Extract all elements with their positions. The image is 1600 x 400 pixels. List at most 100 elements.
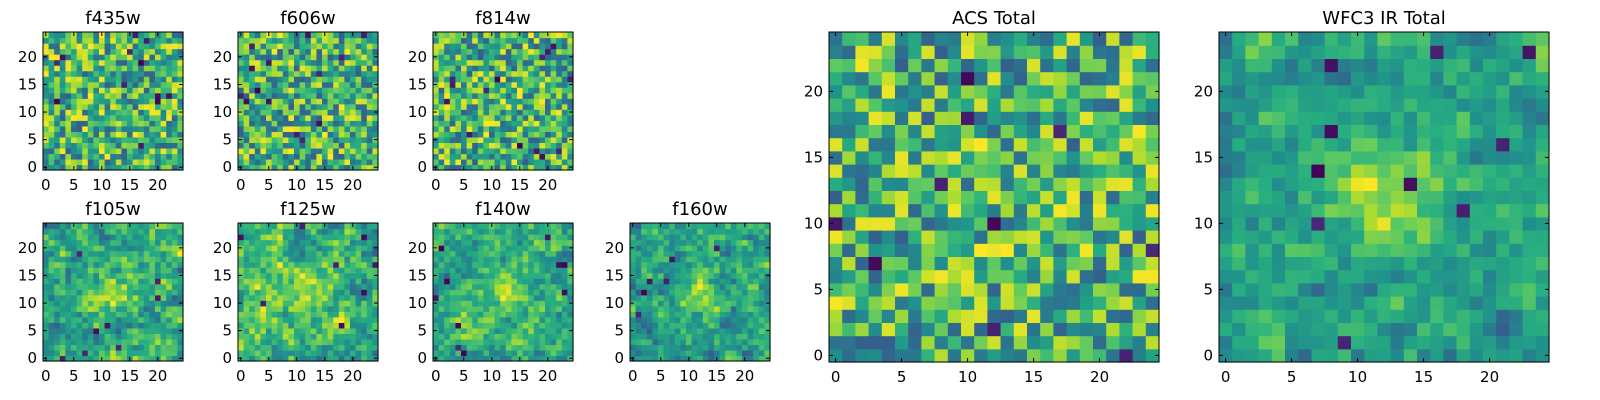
heatmap-cell xyxy=(472,322,479,329)
heatmap-cell xyxy=(505,250,512,257)
heatmap-cell xyxy=(350,65,357,72)
heatmap-cell xyxy=(110,136,117,143)
heatmap-cell xyxy=(477,164,484,171)
heatmap-cell xyxy=(449,48,456,55)
heatmap-cell xyxy=(686,283,693,290)
heatmap-cell xyxy=(243,228,250,235)
heatmap-cell xyxy=(260,333,267,340)
heatmap-cell xyxy=(1040,256,1054,271)
heatmap-cell xyxy=(294,54,301,61)
heatmap-cell xyxy=(59,272,66,279)
heatmap-cell xyxy=(646,305,653,312)
heatmap-cell xyxy=(82,142,89,149)
heatmap-cell xyxy=(561,147,568,155)
heatmap-cell xyxy=(305,59,312,66)
heatmap-cell xyxy=(260,142,267,149)
heatmap-cell xyxy=(121,125,128,132)
heatmap-cell xyxy=(764,322,771,329)
heatmap-cell xyxy=(449,153,456,160)
heatmap-cell xyxy=(361,322,368,329)
heatmap-cell xyxy=(327,164,334,171)
heatmap-cell xyxy=(277,261,284,268)
heatmap-cell xyxy=(511,114,518,121)
heatmap-cell xyxy=(99,289,106,296)
heatmap-cell xyxy=(517,120,524,127)
heatmap-cell xyxy=(714,289,721,296)
heatmap-f814w xyxy=(433,32,574,171)
heatmap-cell xyxy=(528,272,535,279)
heatmap-cell xyxy=(316,37,323,44)
heatmap-cell xyxy=(243,267,250,274)
heatmap-cell xyxy=(143,300,150,307)
heatmap-cell xyxy=(361,125,368,132)
heatmap-cell xyxy=(556,131,563,138)
heatmap-cell xyxy=(829,256,843,271)
heatmap-cell xyxy=(494,92,501,99)
heatmap-cell xyxy=(545,344,552,351)
heatmap-cell xyxy=(87,322,94,329)
heatmap-cell xyxy=(528,114,535,121)
heatmap-cell xyxy=(545,76,552,83)
heatmap-cell xyxy=(294,103,301,110)
heatmap-cell xyxy=(719,261,726,268)
heatmap-cell xyxy=(266,65,273,72)
heatmap-cell xyxy=(266,98,273,105)
heatmap-cell xyxy=(355,153,362,160)
heatmap-cell xyxy=(1106,230,1120,244)
heatmap-cell xyxy=(674,322,681,329)
heatmap-cell xyxy=(714,344,721,351)
heatmap-cell xyxy=(238,48,245,55)
heatmap-cell xyxy=(294,322,301,329)
heatmap-cell xyxy=(1119,296,1134,310)
heatmap-cell xyxy=(65,223,72,230)
heatmap-cell xyxy=(121,32,128,39)
heatmap-cell xyxy=(277,344,284,351)
y-tick-label: 20 xyxy=(213,239,232,257)
heatmap-cell xyxy=(533,239,540,246)
heatmap-cell xyxy=(987,164,1002,178)
heatmap-cell xyxy=(1013,216,1028,231)
heatmap-cell xyxy=(99,344,106,351)
heatmap-cell xyxy=(93,256,100,263)
heatmap-cell xyxy=(483,245,490,252)
heatmap-cell xyxy=(438,256,445,263)
heatmap-cell xyxy=(545,305,552,312)
heatmap-cell xyxy=(372,283,379,290)
heatmap-cell xyxy=(82,294,89,301)
heatmap-cell xyxy=(249,98,256,105)
y-tick-label: 5 xyxy=(222,322,232,340)
heatmap-cell xyxy=(477,223,484,230)
heatmap-cell xyxy=(528,98,535,105)
heatmap-cell xyxy=(366,142,373,149)
heatmap-cell xyxy=(127,65,134,72)
heatmap-cell xyxy=(444,228,451,235)
heatmap-cell xyxy=(1079,269,1094,284)
heatmap-cell xyxy=(299,98,306,105)
heatmap-cell xyxy=(288,355,295,362)
heatmap-cell xyxy=(494,70,501,77)
heatmap-cell xyxy=(48,153,55,160)
heatmap-cell xyxy=(294,147,301,155)
heatmap-cell xyxy=(327,267,334,274)
heatmap-cell xyxy=(372,228,379,235)
heatmap-cell xyxy=(260,59,267,66)
heatmap-cell xyxy=(1145,282,1160,297)
heatmap-cell xyxy=(505,355,512,362)
heatmap-cell xyxy=(483,223,490,230)
heatmap-cell xyxy=(908,230,922,244)
heatmap-cell xyxy=(736,283,743,290)
heatmap-cell xyxy=(934,296,949,310)
heatmap-cell xyxy=(132,267,139,274)
heatmap-cell xyxy=(87,344,94,351)
heatmap-cell xyxy=(76,327,83,334)
heatmap-cell xyxy=(171,256,178,263)
heatmap-cell xyxy=(511,333,518,340)
x-tick-label: 0 xyxy=(236,176,246,194)
heatmap-cell xyxy=(556,32,563,39)
heatmap-cell xyxy=(71,65,78,72)
heatmap-cell xyxy=(104,316,111,323)
heatmap-cell xyxy=(249,37,256,44)
heatmap-cell xyxy=(550,349,557,357)
heatmap-cell xyxy=(110,327,117,334)
heatmap-cell xyxy=(652,316,659,323)
